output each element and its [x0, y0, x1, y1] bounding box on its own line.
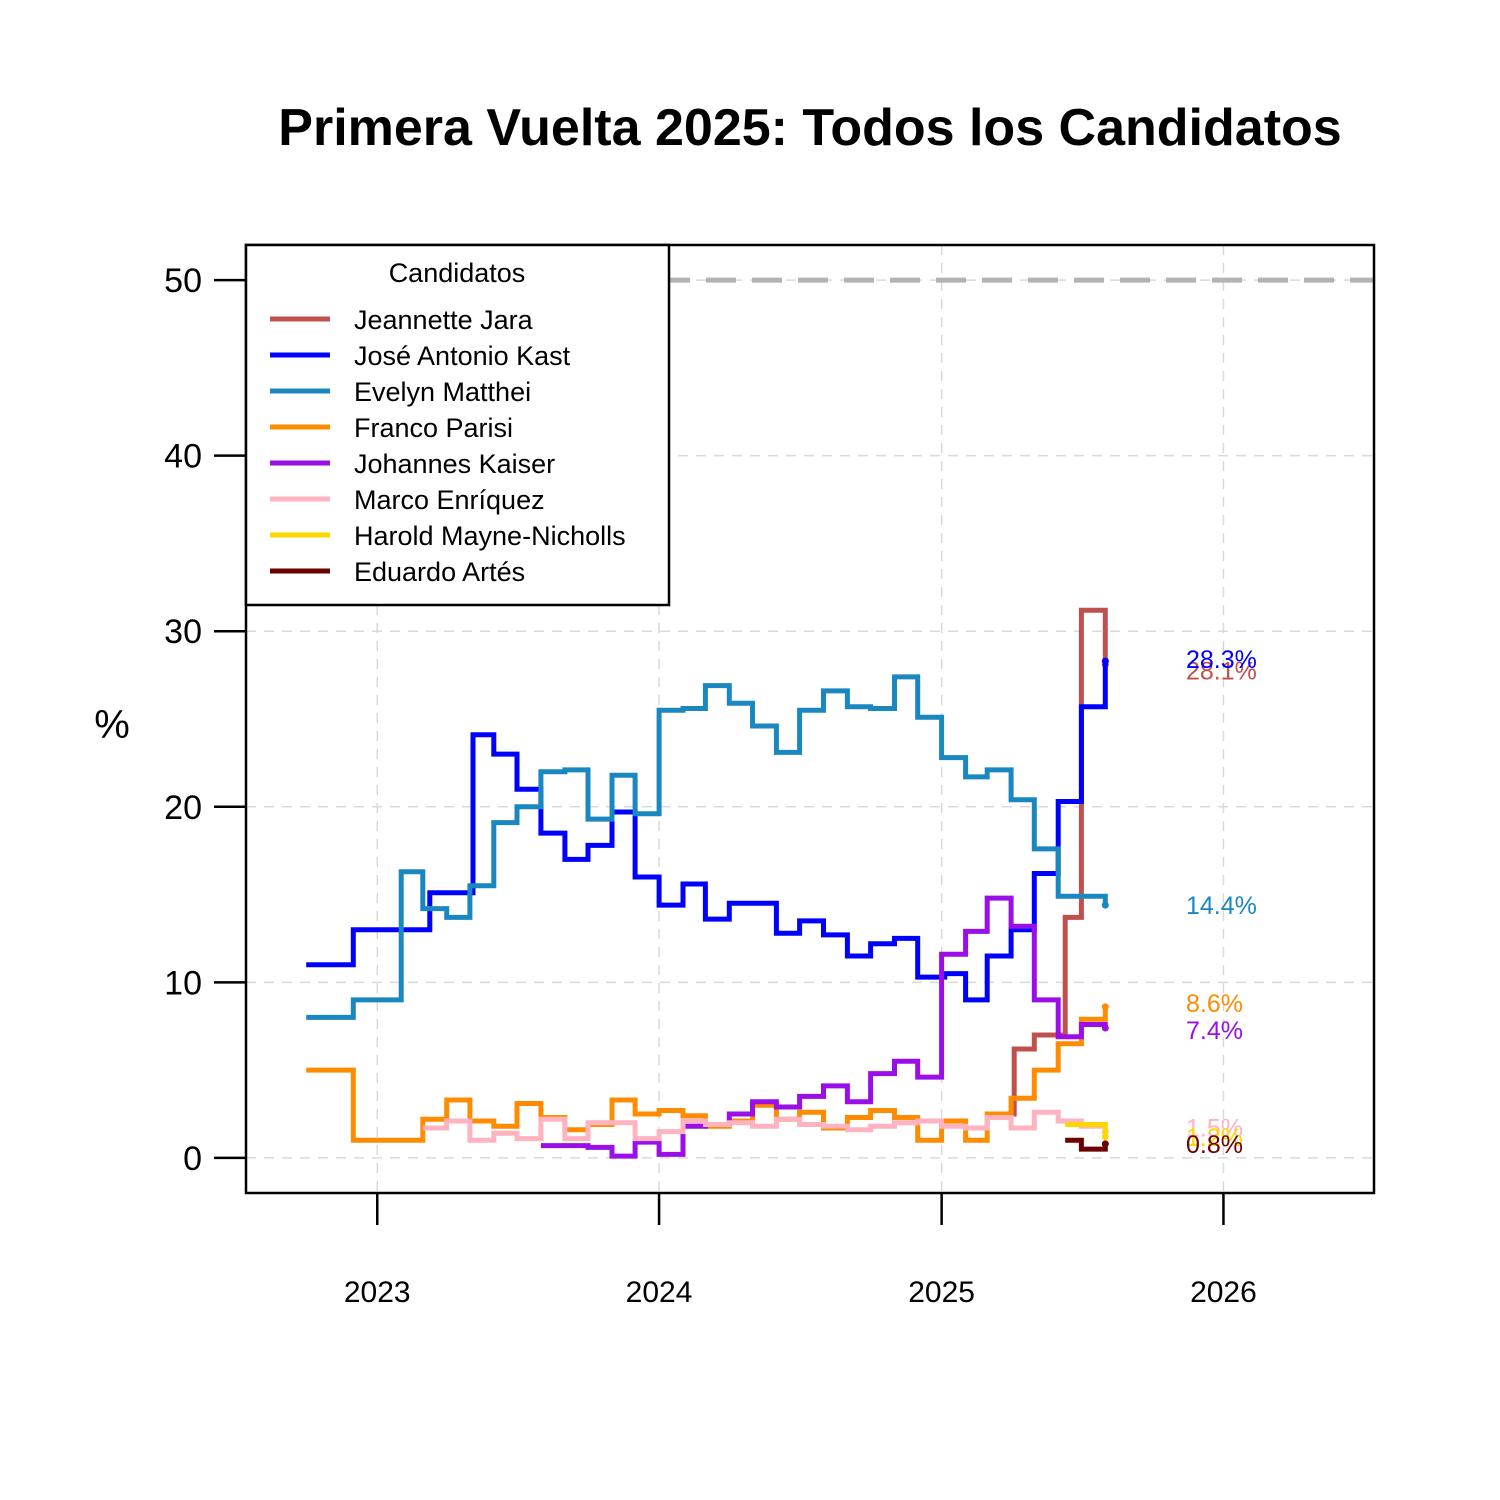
legend-entry-label: Johannes Kaiser — [354, 449, 555, 479]
y-axis: 0 10 20 30 40 50 — [164, 262, 246, 1178]
x-tick-label: 2026 — [1190, 1276, 1257, 1309]
series-end-point — [1101, 1024, 1109, 1032]
x-tick-label: 2024 — [626, 1276, 693, 1309]
y-tick-label: 40 — [164, 438, 202, 476]
series-line — [1065, 1122, 1108, 1137]
legend-entry-label: Jeannette Jara — [354, 305, 534, 335]
series-end-label: 7.4% — [1186, 1017, 1243, 1045]
series-end-label: 14.4% — [1186, 892, 1257, 920]
legend-entry-label: Marco Enríquez — [354, 485, 545, 515]
y-tick-label: 10 — [164, 964, 202, 1002]
series-end-point — [1101, 1133, 1109, 1141]
x-axis: 2023 2024 2025 2026 — [344, 1193, 1257, 1309]
legend-entry-label: Harold Mayne-Nicholls — [354, 521, 626, 551]
legend: Candidatos Jeannette Jara José Antonio Kas… — [244, 243, 671, 607]
series-end-point — [1101, 901, 1109, 909]
series-end-label: 1.5% — [1186, 1115, 1243, 1143]
series-end-label: 28.1% — [1186, 658, 1257, 686]
legend-entry-label: José Antonio Kast — [354, 341, 571, 371]
series-end-label: 1.2% — [1186, 1124, 1243, 1152]
series-end-label: 0.8% — [1186, 1131, 1243, 1159]
x-tick-label: 2025 — [908, 1276, 975, 1309]
legend-entry-label: Franco Parisi — [354, 413, 513, 443]
y-tick-label: 50 — [164, 262, 202, 300]
series-end-label: 8.6% — [1186, 990, 1243, 1018]
series-group — [306, 607, 1109, 1159]
y-tick-label: 0 — [183, 1140, 202, 1178]
series-line — [422, 1109, 1108, 1143]
series-line — [540, 895, 1108, 1159]
x-tick-label: 2023 — [344, 1276, 411, 1309]
legend-title: Candidatos — [389, 258, 526, 288]
series-end-point — [1101, 1003, 1109, 1011]
y-tick-label: 30 — [164, 613, 202, 651]
legend-entry-label: Eduardo Artés — [354, 557, 525, 587]
series-line — [306, 661, 1108, 1003]
series-end-point — [1101, 1140, 1109, 1148]
y-axis-label: % — [94, 703, 130, 747]
series-line — [306, 674, 1108, 1020]
end-labels: 28.1%28.3% 14.4% 8.6%7.4% 1.5%1.2%0.8% — [1186, 646, 1257, 1159]
plot-frame — [244, 243, 1376, 1195]
series-end-label: 28.3% — [1186, 646, 1257, 674]
series-end-point — [1101, 657, 1109, 665]
legend-entry-label: Evelyn Matthei — [354, 377, 531, 407]
chart-title: Primera Vuelta 2025: Todos los Candidato… — [278, 99, 1341, 157]
y-tick-label: 20 — [164, 789, 202, 827]
